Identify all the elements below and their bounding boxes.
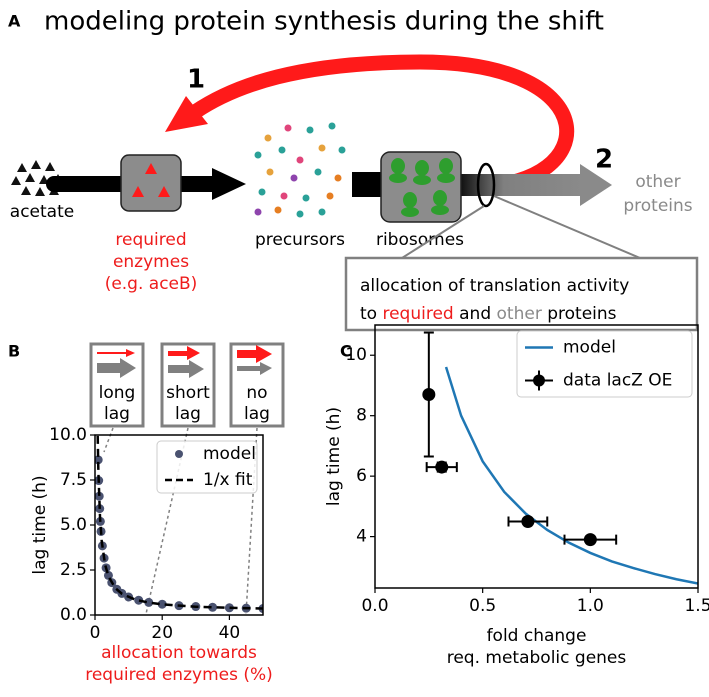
step-label: 2 <box>595 145 613 175</box>
legend-label: model <box>563 338 616 358</box>
x-tick-label: 0 <box>90 623 101 643</box>
callout-text: allocation of translation activity <box>360 276 629 296</box>
data-point <box>583 533 597 547</box>
allocation-box: long lag <box>89 342 145 428</box>
other-label: other <box>635 172 680 192</box>
other-label: proteins <box>623 196 692 216</box>
callout-word: other <box>497 304 542 324</box>
legend-box <box>516 330 693 398</box>
panel-label: A <box>8 12 21 31</box>
arrow-head <box>165 96 208 132</box>
branch-marker <box>476 162 496 208</box>
y-tick-label: 10.0 <box>49 425 87 445</box>
step-label: 1 <box>187 65 205 95</box>
data-point <box>435 460 449 474</box>
y-tick-label: 4 <box>356 527 367 547</box>
legend-symbol <box>533 374 545 387</box>
legend-label: 1/x fit <box>203 470 253 490</box>
plot-area <box>422 331 698 585</box>
axes-frame <box>94 434 264 616</box>
legend-symbol <box>175 450 183 458</box>
axes-frame <box>374 324 699 589</box>
y-axis-label: lag time (h) <box>30 475 50 574</box>
x-tick-label: 40 <box>219 623 241 643</box>
plot-area <box>95 435 263 614</box>
legend-label: model <box>203 444 256 464</box>
substrate-label: acetate <box>10 202 74 222</box>
x-tick-label: 0.0 <box>361 596 388 616</box>
enzyme-label: required <box>115 230 186 250</box>
x-axis-label: allocation towards <box>101 643 257 663</box>
model-point <box>134 595 144 605</box>
box-label: no <box>246 383 267 403</box>
callout-line <box>493 195 641 259</box>
x-axis-label: required enzymes (%) <box>85 665 273 685</box>
model-point <box>144 597 154 607</box>
callout-word: proteins <box>547 304 616 324</box>
box-label: short <box>166 383 210 403</box>
box-label: long <box>99 383 136 403</box>
model-point <box>157 599 167 609</box>
y-tick-label: 0.0 <box>60 605 87 625</box>
model-point <box>224 603 234 613</box>
ribosome-icons <box>389 158 455 217</box>
box-label: lag <box>104 404 130 424</box>
x-tick-label: 1.5 <box>684 596 709 616</box>
callout-word: required <box>382 304 453 324</box>
y-tick-label: 10 <box>345 345 367 365</box>
x-axis-label: req. metabolic genes <box>447 648 627 668</box>
x-tick-label: 0.5 <box>469 596 496 616</box>
callout-text: to required and other proteins <box>360 304 617 324</box>
enzyme-label: enzymes <box>113 252 189 272</box>
allocation-box: no lag <box>229 342 285 428</box>
callout-box <box>344 256 699 332</box>
x-tick-label: 1.0 <box>577 596 604 616</box>
model-point <box>103 570 113 580</box>
y-axis-label: lag time (h) <box>324 407 344 506</box>
callout-line <box>401 205 485 259</box>
model-point <box>95 455 103 465</box>
legend-label: data lacZ OE <box>563 371 672 391</box>
panel-title: modeling protein synthesis during the sh… <box>44 7 604 37</box>
model-point <box>208 602 218 612</box>
y-tick-label: 7.5 <box>60 470 87 490</box>
x-tick-label: 20 <box>151 623 173 643</box>
series-line <box>96 435 263 610</box>
arrow-head <box>212 168 246 200</box>
box-label: lag <box>175 404 201 424</box>
model-point <box>95 491 104 501</box>
feedback-arrow <box>190 54 575 194</box>
precursors-label: precursors <box>255 230 345 250</box>
data-point <box>521 514 535 528</box>
enzyme-icon <box>132 163 170 197</box>
panel-label: B <box>8 342 20 361</box>
y-tick-label: 2.5 <box>60 560 87 580</box>
x-axis-label: fold change <box>487 626 587 646</box>
callout-word: to <box>360 304 377 324</box>
box-label: lag <box>244 404 270 424</box>
series-line <box>444 366 698 585</box>
arrow-head <box>580 164 612 206</box>
y-tick-label: 5.0 <box>60 515 87 535</box>
y-tick-label: 8 <box>356 406 367 426</box>
precursor-dots <box>254 122 346 218</box>
callout-word: and <box>459 304 491 324</box>
data-point <box>422 388 436 402</box>
y-tick-label: 6 <box>356 466 367 486</box>
ribosomes-label: ribosomes <box>376 230 464 250</box>
output-arrow <box>461 174 583 196</box>
flux-bar <box>352 172 382 197</box>
allocation-box: short lag <box>160 342 216 428</box>
panel-label: C <box>340 342 352 361</box>
enzyme-label: (e.g. aceB) <box>105 274 198 294</box>
